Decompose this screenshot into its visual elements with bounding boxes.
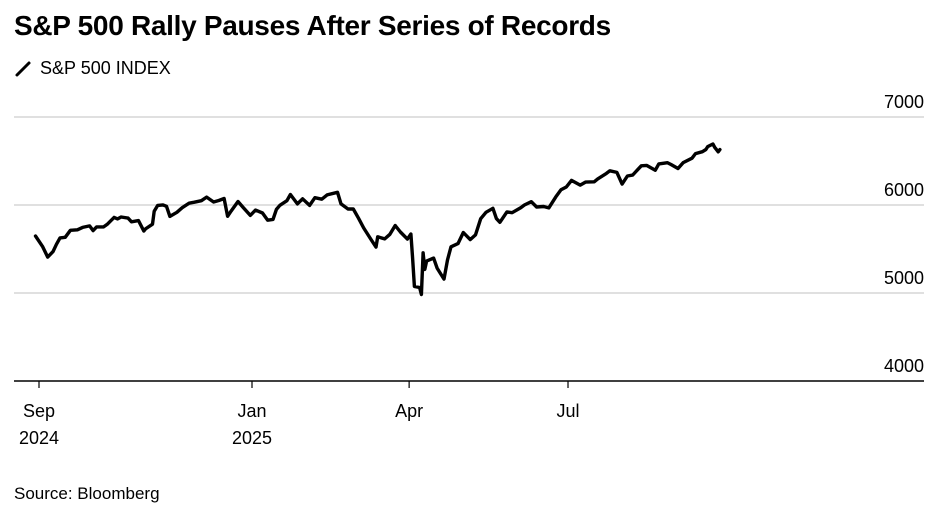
chart-title: S&P 500 Rally Pauses After Series of Rec…: [14, 10, 611, 41]
y-axis-ticks: 4000 5000 6000 7000: [884, 92, 924, 376]
x-tick-label-apr: Apr: [395, 401, 423, 421]
x-tick-label-jul: Jul: [557, 401, 580, 421]
y-tick-label-4000: 4000: [884, 356, 924, 376]
legend: S&P 500 INDEX: [14, 58, 171, 79]
legend-label: S&P 500 INDEX: [40, 58, 171, 78]
x-tick-label-sep: Sep: [23, 401, 55, 421]
y-tick-label-7000: 7000: [884, 92, 924, 112]
x-axis: Sep 2024 Jan 2025 Apr Jul: [14, 380, 924, 448]
x-tick-year-2024: 2024: [19, 428, 59, 448]
series-layer: [33, 142, 722, 297]
gridlines: [14, 116, 924, 294]
series-line-0: [33, 142, 722, 297]
x-tick-year-2025: 2025: [232, 428, 272, 448]
x-tick-label-jan: Jan: [237, 401, 266, 421]
legend-line-icon: [15, 61, 31, 76]
y-tick-label-6000: 6000: [884, 180, 924, 200]
source-note: Source: Bloomberg: [14, 484, 160, 503]
y-tick-label-5000: 5000: [884, 268, 924, 288]
